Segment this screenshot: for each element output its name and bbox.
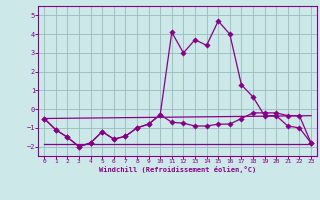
X-axis label: Windchill (Refroidissement éolien,°C): Windchill (Refroidissement éolien,°C) [99,166,256,173]
